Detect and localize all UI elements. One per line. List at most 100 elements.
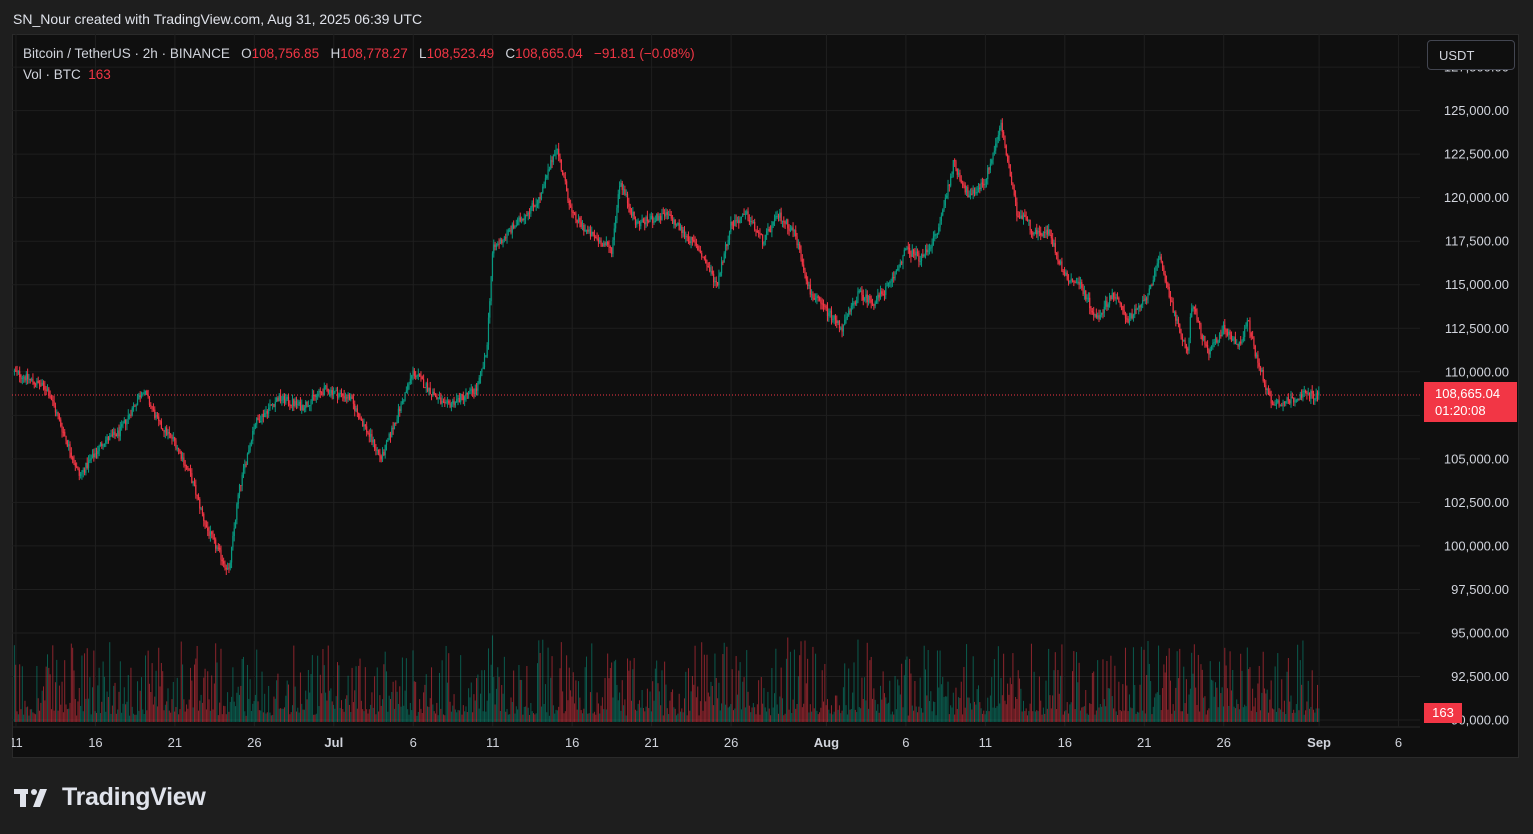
volume-bar — [1089, 703, 1091, 722]
volume-bar — [209, 710, 211, 722]
candle-body — [1193, 306, 1195, 309]
candle-body — [1079, 282, 1082, 285]
candle-body — [630, 212, 633, 216]
candle-body — [812, 294, 814, 299]
candle-body — [70, 452, 72, 458]
candle-body — [730, 221, 732, 233]
candle-body — [765, 231, 768, 235]
candle-body — [232, 536, 234, 548]
volume-bar — [37, 698, 39, 722]
candle-body — [462, 395, 464, 400]
volume-bar — [1220, 693, 1222, 722]
candle-body — [675, 224, 678, 226]
volume-bar — [411, 710, 413, 722]
volume-bar — [584, 667, 586, 722]
candle-body — [1154, 270, 1156, 281]
volume-bar — [979, 702, 981, 722]
volume-label[interactable]: Vol · BTC — [23, 67, 81, 82]
candle-body — [1118, 297, 1120, 302]
volume-bar — [881, 699, 883, 722]
volume-bar — [1245, 706, 1247, 722]
volume-bar — [282, 708, 284, 722]
volume-bar — [718, 682, 720, 722]
chart-pane[interactable] — [12, 34, 1519, 758]
volume-bar — [1050, 708, 1052, 722]
volume-bar — [772, 707, 774, 722]
candle-body — [771, 225, 773, 232]
candle-body — [1163, 267, 1165, 274]
volume-bar — [771, 668, 773, 722]
volume-bar — [374, 676, 376, 722]
candle-body — [1101, 312, 1103, 315]
price-chart[interactable]: 90,000.0092,500.0095,000.0097,500.00100,… — [12, 34, 1519, 758]
volume-bar — [1290, 695, 1292, 722]
candle-body — [1199, 321, 1201, 325]
time-tick-label: 21 — [1137, 735, 1151, 750]
candle-body — [736, 220, 739, 222]
candle-body — [419, 374, 421, 376]
volume-bar — [1260, 710, 1262, 722]
candle-body — [241, 474, 243, 486]
candle-body — [1160, 256, 1162, 262]
volume-bar — [224, 706, 226, 722]
candle-body — [193, 481, 196, 486]
volume-bar — [744, 707, 746, 722]
candle-body — [1130, 313, 1132, 319]
volume-bar — [329, 690, 331, 722]
volume-bar — [683, 698, 685, 722]
time-tick-label: 16 — [88, 735, 102, 750]
candle-body — [497, 243, 499, 245]
volume-bar — [698, 715, 700, 722]
volume-bar — [1079, 710, 1081, 722]
volume-bar — [1122, 684, 1124, 722]
candle-body — [1005, 145, 1007, 156]
volume-bar — [658, 691, 660, 722]
volume-bar — [1265, 693, 1267, 722]
volume-bar — [682, 712, 684, 722]
volume-bar — [828, 709, 830, 722]
volume-bar — [767, 691, 769, 722]
volume-bar — [1211, 679, 1213, 722]
volume-bar — [311, 655, 313, 722]
volume-bar — [1012, 653, 1014, 722]
candle-body — [384, 444, 386, 456]
candle-body — [41, 382, 43, 386]
volume-bar — [751, 707, 753, 722]
volume-bar — [352, 702, 354, 722]
candle-body — [550, 159, 552, 170]
volume-bar — [498, 677, 500, 722]
volume-bar — [1240, 653, 1242, 722]
candle-body — [648, 221, 650, 223]
volume-bar — [901, 663, 903, 722]
tradingview-brand[interactable]: TradingView — [14, 781, 206, 813]
candle-body — [571, 206, 573, 212]
volume-bar — [905, 659, 907, 722]
candle-body — [652, 215, 654, 223]
volume-bar — [999, 703, 1001, 722]
volume-bar — [654, 668, 656, 722]
candle-body — [678, 222, 680, 231]
time-tick-label: Jul — [324, 735, 343, 750]
candle-body — [1230, 334, 1233, 341]
candle-body — [854, 302, 856, 304]
candle-body — [573, 212, 576, 214]
volume-bar — [1274, 666, 1276, 722]
candle-body — [690, 236, 692, 244]
volume-bar — [558, 706, 560, 722]
volume-bar — [1238, 709, 1240, 722]
volume-bar — [1138, 712, 1140, 722]
volume-bar — [1221, 687, 1223, 722]
candle-body — [887, 282, 890, 286]
volume-bar — [726, 646, 728, 722]
candle-body — [604, 243, 606, 246]
volume-bar — [1289, 701, 1291, 722]
candle-body — [177, 447, 180, 450]
symbol-name[interactable]: Bitcoin / TetherUS · 2h · BINANCE — [23, 46, 230, 61]
candle-body — [713, 273, 715, 283]
candle-body — [403, 400, 405, 402]
candle-body — [246, 453, 249, 465]
candle-body — [511, 224, 513, 233]
candle-body — [383, 451, 385, 456]
currency-button[interactable]: USDT — [1427, 40, 1515, 70]
candle-body — [468, 391, 470, 395]
